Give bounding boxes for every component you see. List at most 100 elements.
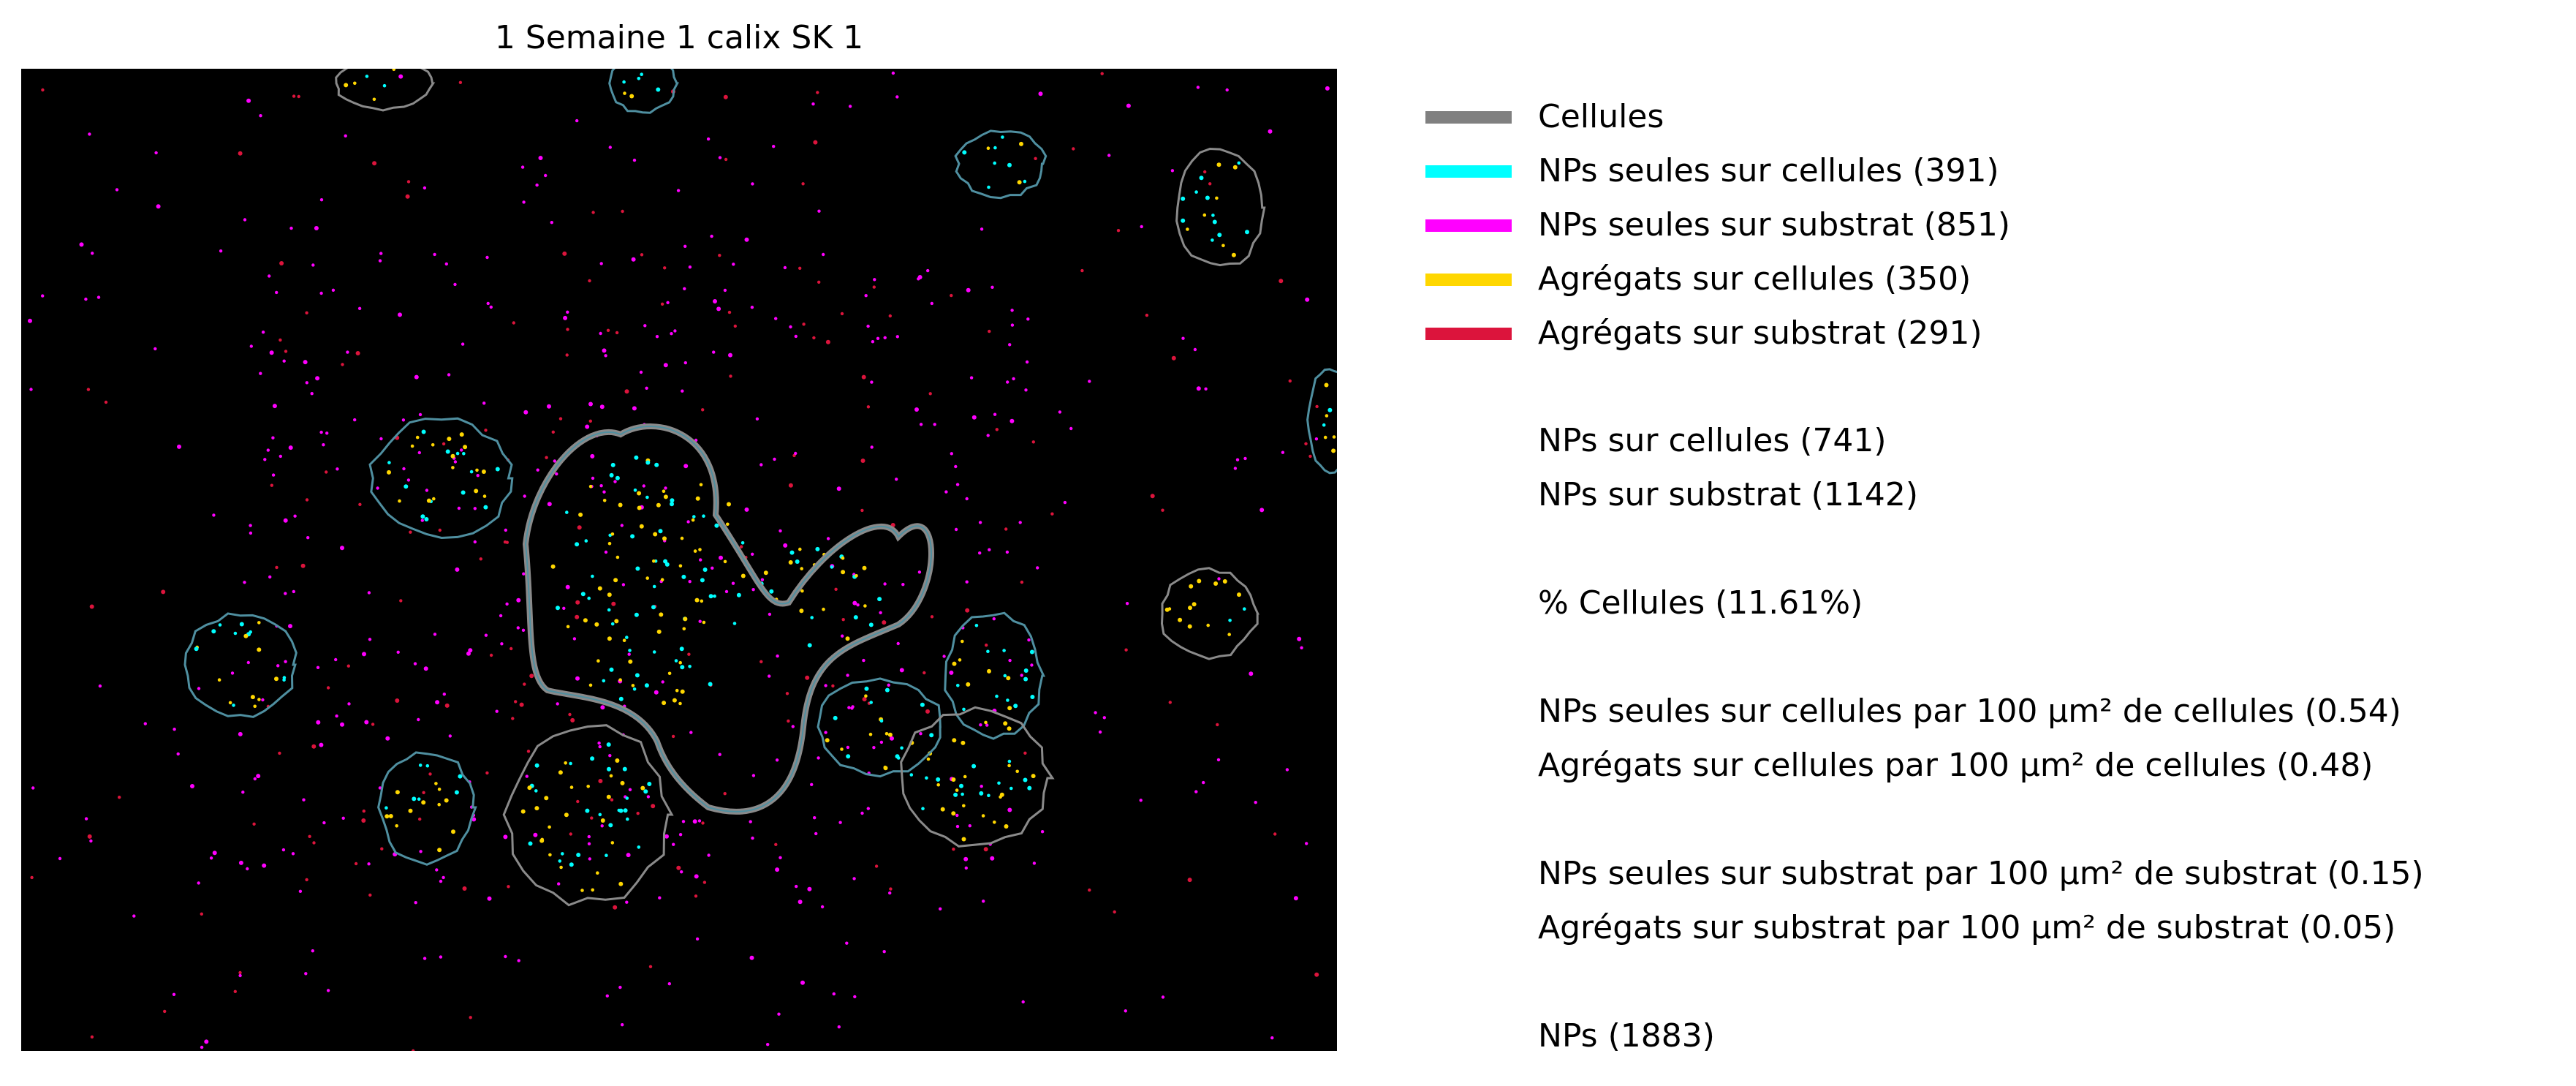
nanoparticle-dot [971, 415, 977, 420]
nanoparticle-dot [795, 559, 800, 564]
nanoparticle-dot [1216, 758, 1221, 762]
nanoparticle-dot [868, 732, 873, 736]
nanoparticle-dot [773, 457, 776, 461]
nanoparticle-dot [523, 682, 526, 686]
nanoparticle-dot [89, 839, 93, 843]
nanoparticle-dot [1235, 458, 1240, 461]
nanoparticle-dot [822, 607, 825, 611]
nanoparticle-dot [154, 151, 158, 155]
nanoparticle-dot [522, 200, 526, 204]
nanoparticle-dot [41, 88, 45, 92]
nanoparticle-dot [986, 434, 990, 437]
figure-title: 1 Semaine 1 calix SK 1 [494, 19, 864, 56]
nanoparticle-dot [958, 658, 962, 662]
nanoparticle-dot [263, 458, 267, 461]
nanoparticle-dot [995, 694, 999, 698]
nanoparticle-dot [855, 574, 858, 578]
nanoparticle-dot [1020, 674, 1023, 677]
legend-label-agregats-substrat: Agrégats sur substrat (291) [1538, 314, 1982, 352]
nanoparticle-dot [347, 702, 351, 706]
nanoparticle-dot [692, 819, 697, 824]
nanoparticle-dot [995, 428, 999, 431]
nanoparticle-dot [713, 594, 716, 598]
nanoparticle-dot [367, 862, 371, 866]
nanoparticle-dot [1194, 190, 1198, 194]
nanoparticle-dot [798, 900, 803, 905]
nanoparticle-dot [431, 443, 435, 447]
nanoparticle-dot [635, 566, 640, 571]
nanoparticle-dot [156, 204, 161, 209]
nanoparticle-dot [788, 560, 793, 565]
nanoparticle-dot [371, 723, 375, 726]
nanoparticle-dot [392, 69, 396, 72]
statistics-panel: NPs sur cellules (741) NPs sur substrat … [1538, 414, 2561, 1063]
nanoparticle-dot [1181, 196, 1186, 201]
nanoparticle-dot [1124, 648, 1128, 652]
nanoparticle-dot [660, 578, 664, 581]
nanoparticle-dot [272, 404, 277, 409]
nanoparticle-dot [986, 649, 990, 654]
nanoparticle-dot [1297, 636, 1302, 641]
nanoparticle-dot [590, 756, 595, 761]
nanoparticle-dot [987, 793, 990, 798]
nanoparticle-dot [268, 274, 271, 278]
nanoparticle-dot [691, 518, 695, 522]
nanoparticle-dot [246, 98, 251, 103]
nanoparticle-dot [1194, 790, 1198, 793]
nanoparticle-dot [986, 146, 990, 150]
nanoparticle-dot [204, 1039, 209, 1044]
nanoparticle-dot [284, 350, 288, 353]
nanoparticle-dot [1288, 379, 1292, 383]
nanoparticle-dot [90, 1035, 94, 1039]
nanoparticle-dot [652, 584, 656, 589]
nanoparticle-dot [523, 410, 529, 415]
stat-spacer [1538, 630, 2561, 685]
nanoparticle-dot [701, 821, 705, 825]
nanoparticle-dot [346, 664, 350, 668]
nanoparticle-dot [558, 770, 563, 775]
nanoparticle-dot [987, 668, 991, 674]
nanoparticle-dot [172, 992, 176, 997]
nanoparticle-dot [577, 525, 582, 530]
nanoparticle-dot [512, 321, 515, 325]
nanoparticle-dot [365, 75, 369, 78]
nanoparticle-dot [311, 263, 315, 267]
nanoparticle-dot [744, 507, 749, 512]
nanoparticle-dot [663, 559, 668, 564]
nanoparticle-dot [550, 564, 556, 569]
nanoparticle-dot [1216, 723, 1219, 727]
nanoparticle-dot [834, 587, 838, 591]
nanoparticle-dot [836, 486, 841, 491]
stat-pourcentage-cellules: % Cellules (11.61%) [1538, 584, 1863, 622]
nanoparticle-dot [1323, 435, 1327, 440]
nanoparticle-dot [259, 114, 262, 118]
stat-nps-sur-cellules: NPs sur cellules (741) [1538, 422, 1887, 459]
nanoparticle-dot [683, 361, 687, 365]
nanoparticle-dot [173, 728, 176, 731]
nanoparticle-dot [978, 521, 982, 524]
nanoparticle-dot [846, 674, 849, 677]
nanoparticle-dot [723, 94, 728, 99]
nanoparticle-dot [238, 970, 242, 975]
nanoparticle-dot [387, 470, 391, 475]
nanoparticle-dot [556, 606, 560, 611]
nanoparticle-dot [177, 444, 181, 449]
cell-outline [1175, 147, 1266, 267]
nanoparticle-dot [385, 736, 390, 741]
nanoparticle-dot [791, 725, 795, 728]
nanoparticle-dot [775, 758, 779, 762]
nanoparticle-dot [495, 709, 499, 713]
nanoparticle-dot [618, 881, 624, 886]
nanoparticle-dot [625, 900, 629, 904]
nanoparticle-dot [1237, 161, 1241, 165]
nanoparticle-dot [662, 536, 667, 541]
nanoparticle-dot [1094, 711, 1097, 714]
nanoparticle-dot [475, 468, 479, 472]
nanoparticle-dot [1228, 619, 1232, 622]
nanoparticle-dot [750, 306, 754, 309]
nanoparticle-dot [1308, 454, 1312, 459]
nanoparticle-dot [662, 701, 667, 706]
nanoparticle-dot [800, 567, 803, 570]
nanoparticle-dot [1027, 638, 1031, 642]
nanoparticle-dot [693, 549, 697, 553]
